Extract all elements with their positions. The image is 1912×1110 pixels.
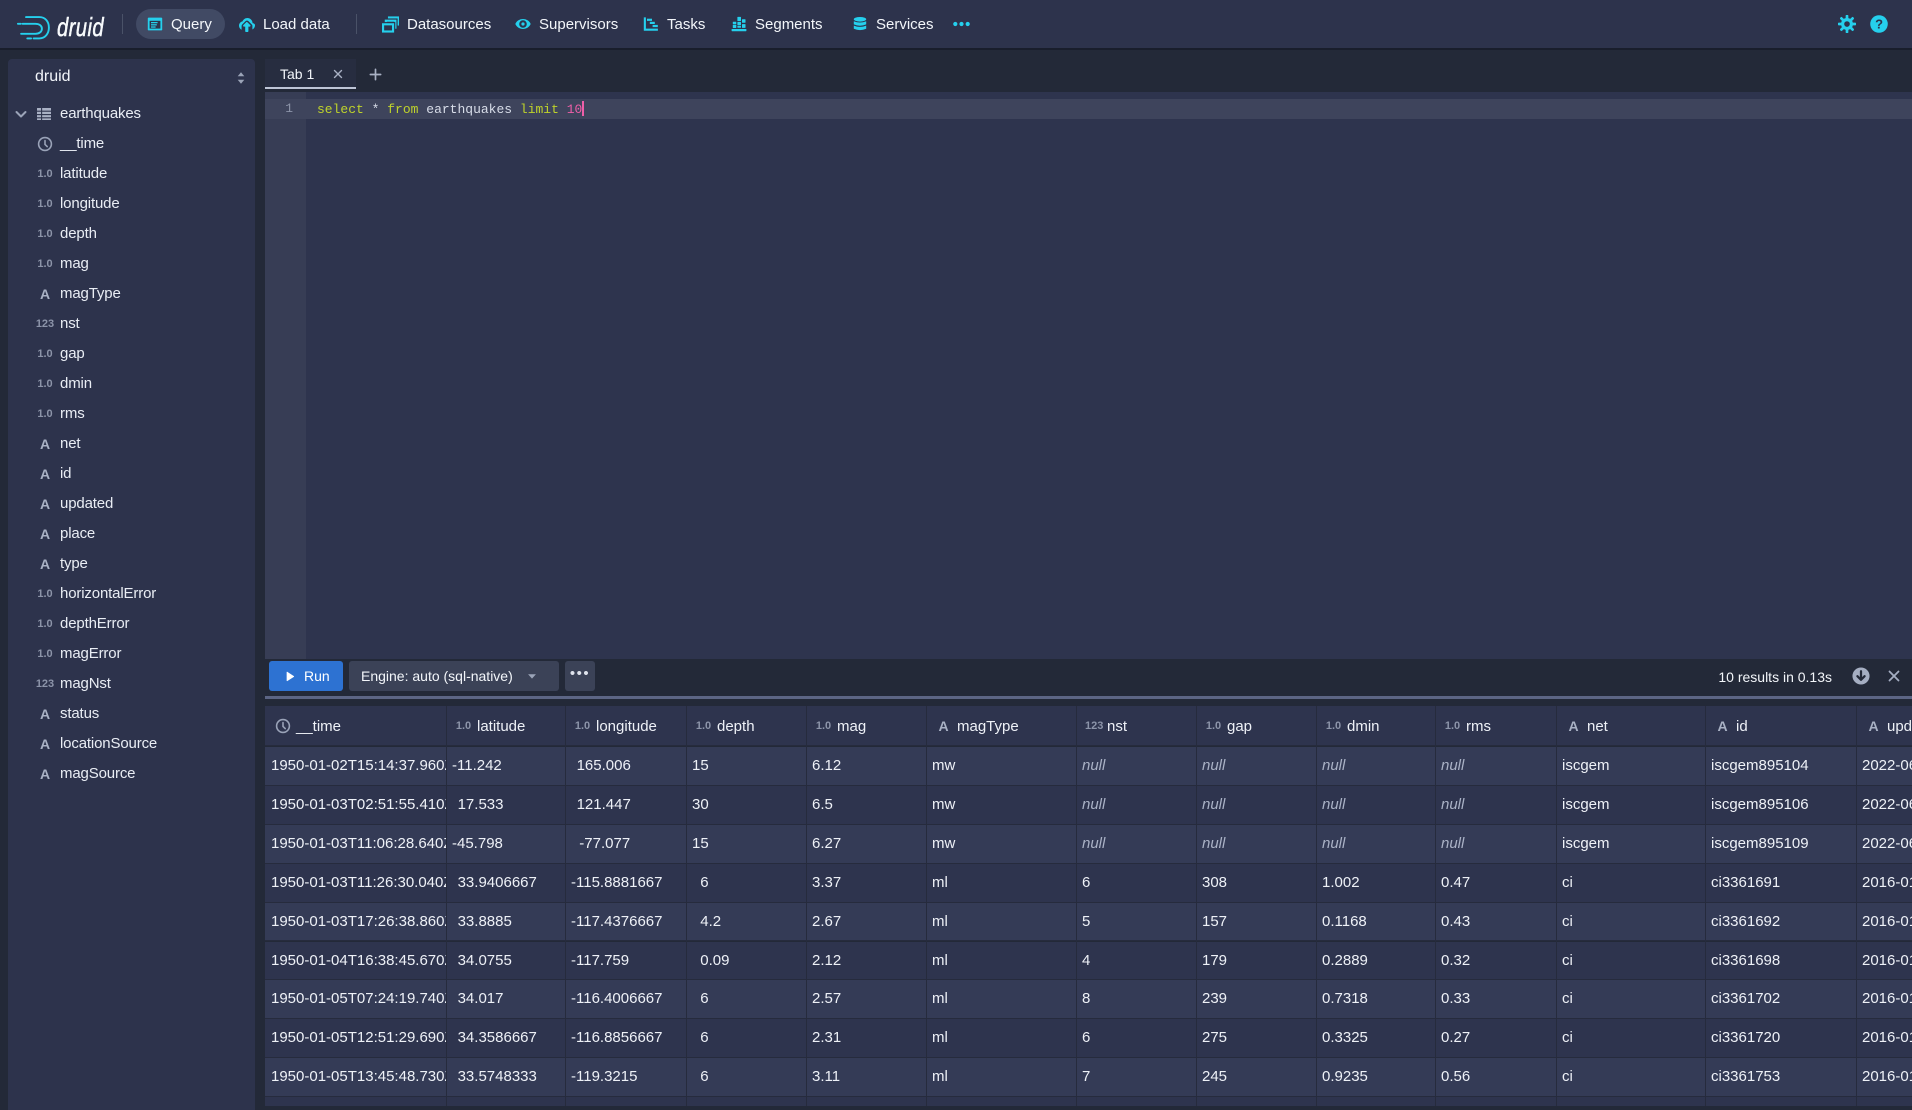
svg-text:?: ? (1875, 16, 1883, 31)
